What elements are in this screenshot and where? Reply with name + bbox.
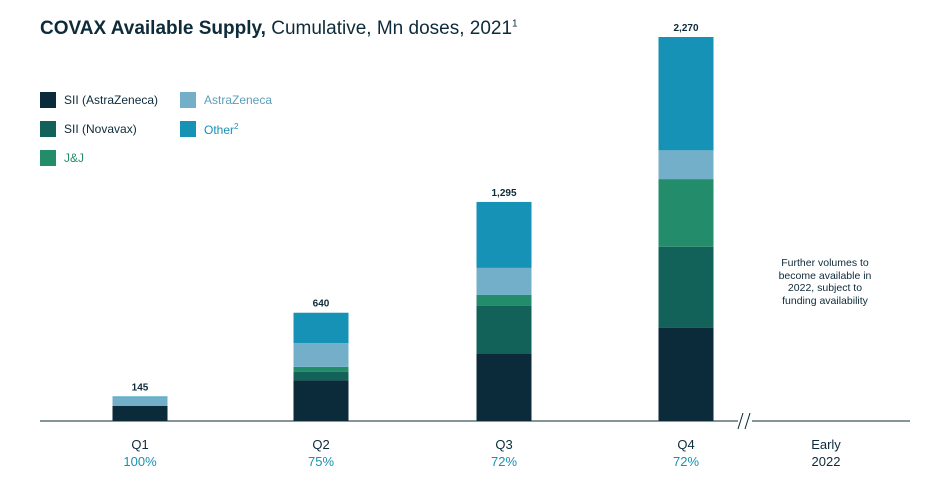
chart-title-footnote: 1 (512, 18, 518, 30)
bar-q4-sii-astrazeneca (658, 327, 714, 421)
legend-label-sii-astrazeneca: SII (AstraZeneca) (64, 93, 159, 107)
bar-q1-sii-astrazeneca (112, 405, 168, 421)
legend-swatch-sii-astrazeneca (40, 92, 56, 108)
bar-q4-j-j (658, 179, 714, 247)
chart-title: COVAX Available Supply, Cumulative, Mn d… (40, 18, 518, 40)
bar-q2-j-j (293, 366, 349, 372)
x-tick-early-2022-line1: Early (811, 437, 841, 452)
labels-group: 145 Q1 100% 640 Q2 75% 1,295 Q3 72% 2,270 Q4 72% (123, 23, 699, 469)
bar-q2-sii-novavax (293, 371, 349, 381)
bars-group (112, 37, 714, 421)
chart-title-bold: COVAX Available Supply, (40, 18, 266, 39)
legend: SII (AstraZeneca) AstraZeneca SII (Novav… (40, 92, 360, 182)
bar-q4-astrazeneca (658, 150, 714, 180)
bar-q4-sii-novavax (658, 246, 714, 328)
x-tick-early-2022-line2: 2022 (812, 454, 841, 469)
legend-item-jj: J&J (40, 150, 84, 166)
bar-q2-other (293, 312, 349, 344)
legend-item-sii-novavax: SII (Novavax) (40, 121, 137, 137)
legend-swatch-other (180, 121, 196, 137)
bar-q3-astrazeneca (476, 267, 532, 295)
bar-q2-sii-astrazeneca (293, 380, 349, 421)
x-tick-q3: Q3 (495, 437, 512, 452)
bar-q4-other (658, 37, 714, 151)
legend-item-sii-astrazeneca: SII (AstraZeneca) (40, 92, 158, 108)
total-label-q4: 2,270 (673, 23, 698, 34)
x-tick-q2: Q2 (312, 437, 329, 452)
axis-break-icon (737, 412, 751, 430)
x-subtick-q4: 72% (673, 454, 699, 469)
total-label-q3: 1,295 (491, 188, 516, 199)
legend-swatch-astrazeneca (180, 92, 196, 108)
legend-label-sii-novavax: SII (Novavax) (64, 122, 137, 136)
bar-q2-astrazeneca (293, 343, 349, 367)
x-subtick-q2: 75% (308, 454, 334, 469)
total-label-q1: 145 (132, 382, 149, 393)
bar-q3-j-j (476, 294, 532, 306)
x-tick-q1: Q1 (131, 437, 148, 452)
legend-label-astrazeneca: AstraZeneca (204, 93, 273, 107)
legend-label-other: Other2 (204, 121, 239, 137)
bar-q1-other (112, 396, 168, 398)
bar-q1-astrazeneca (112, 397, 168, 406)
total-label-q2: 640 (313, 299, 330, 310)
legend-item-astrazeneca: AstraZeneca (180, 92, 272, 108)
legend-label-jj: J&J (64, 151, 85, 165)
bar-q3-sii-astrazeneca (476, 353, 532, 421)
x-tick-q4: Q4 (677, 437, 694, 452)
chart-title-rest: Cumulative, Mn doses, 2021 (265, 18, 513, 39)
x-subtick-q3: 72% (491, 454, 517, 469)
legend-swatch-jj (40, 150, 56, 166)
early-2022-annotation: Further volumes to become available in 2… (778, 257, 872, 307)
legend-item-other: Other2 (180, 121, 238, 137)
bar-q3-sii-novavax (476, 305, 532, 354)
legend-swatch-sii-novavax (40, 121, 56, 137)
x-subtick-q1: 100% (123, 454, 157, 469)
bar-q3-other (476, 201, 532, 268)
